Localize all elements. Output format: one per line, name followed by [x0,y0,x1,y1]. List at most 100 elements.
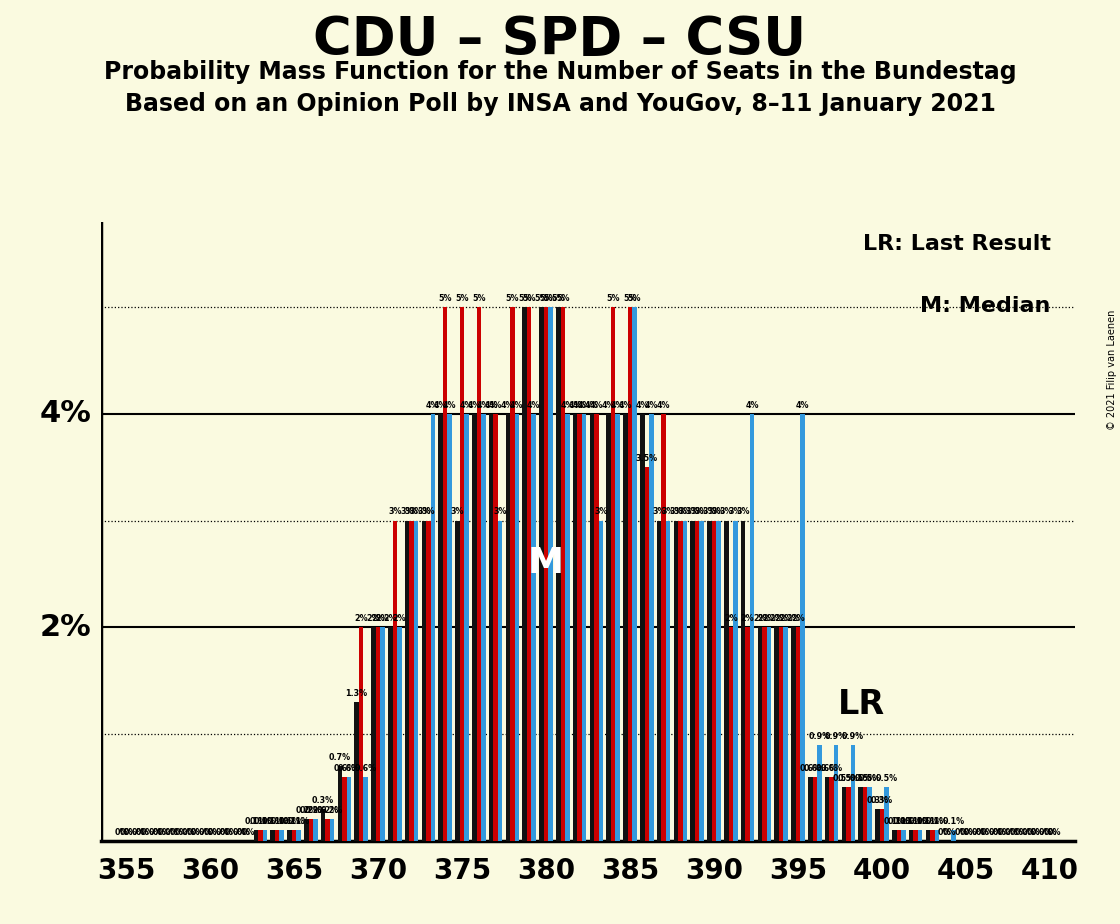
Text: 3%: 3% [707,507,721,517]
Text: 2%: 2% [774,614,788,623]
Bar [448,414,452,841]
Bar [556,307,560,841]
Bar [824,777,829,841]
Text: 3%: 3% [679,507,692,517]
Text: 0.1%: 0.1% [271,817,292,826]
Bar [589,414,594,841]
Text: 0.2%: 0.2% [317,807,338,815]
Text: 0.9%: 0.9% [809,732,830,740]
Bar [498,520,503,841]
Bar [841,787,846,841]
Text: 4%: 4% [645,401,659,409]
Text: 5%: 5% [551,294,564,303]
Text: 2%: 2% [757,614,772,623]
Text: 0.3%: 0.3% [312,796,334,805]
Text: 4%: 4% [618,401,632,409]
Text: 0%: 0% [1021,828,1035,836]
Text: 5%: 5% [472,294,486,303]
Text: 0.7%: 0.7% [329,753,351,762]
Text: 2%: 2% [371,614,385,623]
Text: 4%: 4% [484,401,497,409]
Bar [258,830,263,841]
Text: 4%: 4% [444,401,457,409]
Text: 0%: 0% [236,828,251,836]
Bar [812,777,818,841]
Text: Probability Mass Function for the Number of Seats in the Bundestag: Probability Mass Function for the Number… [104,60,1016,84]
Text: 0%: 0% [141,828,155,836]
Text: 4%: 4% [612,401,625,409]
Text: 0%: 0% [158,828,171,836]
Text: 0%: 0% [1009,828,1024,836]
Bar [952,830,956,841]
Text: 0.1%: 0.1% [926,817,948,826]
Text: 2%: 2% [769,614,784,623]
Text: 4%: 4% [427,401,440,409]
Text: 0%: 0% [124,828,138,836]
Text: 0%: 0% [152,828,167,836]
Bar [627,307,633,841]
Text: 4%: 4% [467,401,480,409]
Bar [488,414,493,841]
Text: 3%: 3% [400,507,413,517]
Bar [925,830,930,841]
Text: 3%: 3% [494,507,507,517]
Text: 4%: 4% [635,401,648,409]
Bar [930,830,935,841]
Text: 2%: 2% [392,614,407,623]
Text: 0%: 0% [1005,828,1018,836]
Bar [606,414,610,841]
Bar [896,830,902,841]
Bar [314,820,318,841]
Bar [829,777,834,841]
Bar [291,830,297,841]
Bar [623,414,627,841]
Bar [566,414,570,841]
Text: 4%: 4% [656,401,671,409]
Text: 0%: 0% [942,828,956,836]
Bar [892,830,896,841]
Bar [342,777,347,841]
Text: 0%: 0% [954,828,968,836]
Bar [371,627,375,841]
Text: 3%: 3% [595,507,608,517]
Bar [908,830,913,841]
Bar [330,820,335,841]
Bar [325,820,330,841]
Text: 0.1%: 0.1% [250,817,271,826]
Bar [510,307,515,841]
Text: 0%: 0% [998,828,1011,836]
Bar [414,520,419,841]
Text: 0.1%: 0.1% [245,817,267,826]
Text: 3%: 3% [652,507,665,517]
Text: 0%: 0% [215,828,228,836]
Text: 0%: 0% [988,828,1001,836]
Text: 0.1%: 0.1% [905,817,926,826]
Text: 2%: 2% [762,614,776,623]
Text: 0%: 0% [1032,828,1045,836]
Text: 3%: 3% [404,507,419,517]
Text: 0.9%: 0.9% [842,732,864,740]
Bar [774,627,778,841]
Text: 0%: 0% [169,828,184,836]
Text: 3%: 3% [673,507,688,517]
Text: 0.9%: 0.9% [825,732,847,740]
Bar [560,307,566,841]
Text: 0%: 0% [964,828,978,836]
Bar [902,830,906,841]
Text: 0%: 0% [1026,828,1040,836]
Bar [728,627,734,841]
Text: 2%: 2% [786,614,801,623]
Bar [913,830,918,841]
Text: 4%: 4% [746,401,759,409]
Text: 0%: 0% [971,828,984,836]
Text: 4%: 4% [460,401,474,409]
Bar [795,627,801,841]
Bar [740,520,745,841]
Text: 0.1%: 0.1% [262,817,283,826]
Text: 0.5%: 0.5% [850,774,871,784]
Text: 0.2%: 0.2% [300,807,321,815]
Bar [717,520,721,841]
Bar [918,830,923,841]
Text: 0.1%: 0.1% [267,817,288,826]
Bar [678,520,683,841]
